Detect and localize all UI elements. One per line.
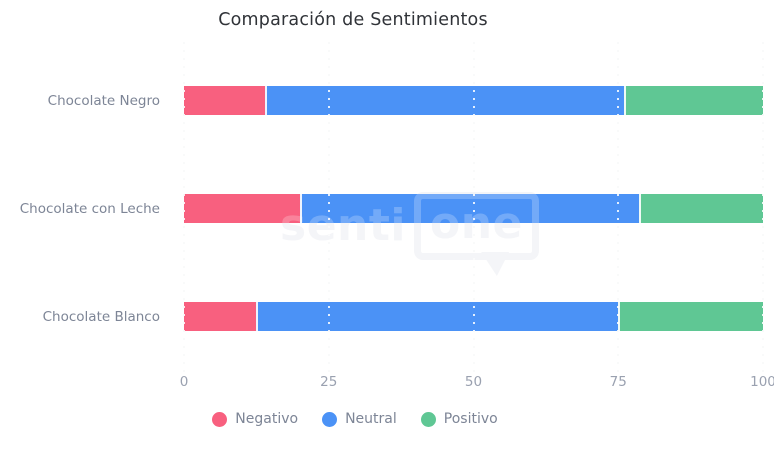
chart-title: Comparación de Sentimientos [218,10,488,30]
bar-segment-negativo-0 [184,86,266,115]
bar-segment-negativo-2 [184,302,257,331]
legend-label-positivo: Positivo [443,411,498,427]
gridlines-over [183,42,764,372]
plot-area: senti one senti one [183,42,764,372]
neutral-swatch-icon [322,411,338,427]
bar-segment-positivo-0 [624,86,763,115]
bar-segment-neutral-0 [265,86,625,115]
x-tick-25: 25 [320,374,338,390]
gridline-0 [183,42,185,372]
x-tick-0: 0 [179,374,189,390]
bar-segment-positivo-2 [618,302,763,331]
category-label-chocolate-con-leche: Chocolate con Leche [19,201,160,217]
legend-item-neutral[interactable]: Neutral [322,411,397,427]
gridline-100 [762,42,764,372]
legend-label-negativo: Negativo [235,411,299,427]
negativo-swatch-icon [212,411,228,427]
legend-item-positivo[interactable]: Positivo [420,411,498,427]
category-label-chocolate-blanco: Chocolate Blanco [42,309,160,325]
x-axis: 0 25 50 75 100 [180,374,774,394]
positivo-swatch-icon [420,411,436,427]
x-tick-100: 100 [750,374,774,390]
bar-segment-neutral-2 [256,302,619,331]
bar-segment-positivo-1 [638,194,763,223]
legend-item-negativo[interactable]: Negativo [212,411,298,427]
gridline-75 [617,42,620,372]
bar-segment-negativo-1 [184,194,300,223]
legend-label-neutral: Neutral [345,411,397,427]
gridline-25 [327,42,330,372]
x-tick-50: 50 [464,374,483,390]
legend: Negativo Neutral Positivo [0,411,710,427]
y-axis-labels: Chocolate Negro Chocolate con Leche Choc… [0,0,168,450]
x-tick-75: 75 [609,374,627,390]
category-label-chocolate-negro: Chocolate Negro [47,93,160,109]
gridline-50 [472,42,475,372]
